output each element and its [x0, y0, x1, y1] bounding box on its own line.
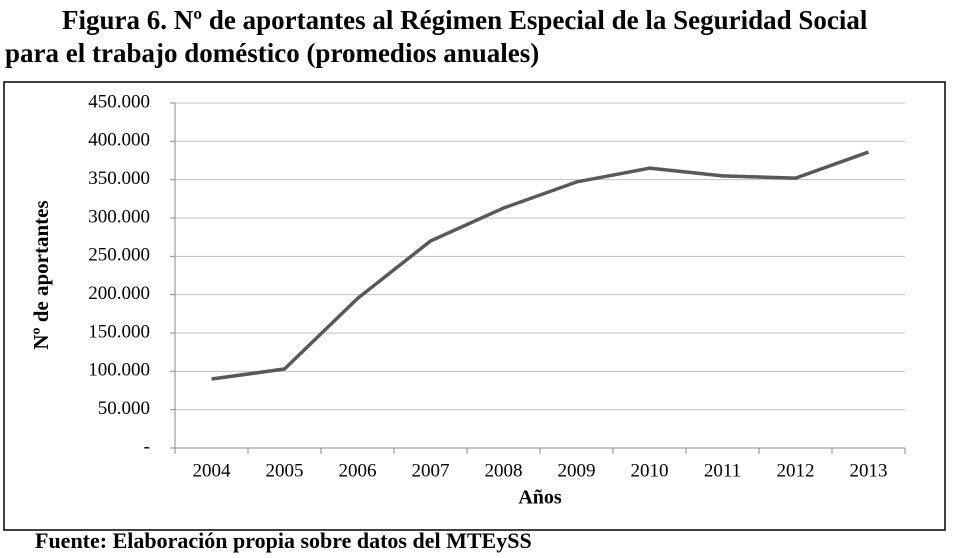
y-axis-label: Nº de aportantes — [29, 200, 53, 349]
y-tick-label: 50.000 — [98, 398, 150, 419]
y-tick-label: 100.000 — [88, 360, 150, 381]
chart-frame — [3, 81, 946, 531]
x-tick-label: 2006 — [339, 460, 377, 481]
chart-title: para el trabajo doméstico (promedios anu… — [5, 38, 539, 68]
y-tick-label: 150.000 — [88, 321, 150, 342]
x-tick-label: 2008 — [485, 460, 523, 481]
y-tick-label: 350.000 — [88, 168, 150, 189]
y-tick-label: 400.000 — [88, 130, 150, 151]
x-tick-label: 2009 — [558, 460, 596, 481]
source-note: Fuente: Elaboración propia sobre datos d… — [35, 528, 532, 553]
y-tick-label: 250.000 — [88, 245, 150, 266]
x-tick-label: 2012 — [777, 460, 815, 481]
x-tick-label: 2005 — [266, 460, 304, 481]
data-line — [211, 150, 870, 381]
x-axis-label: Años — [518, 487, 562, 509]
x-tick-label: 2007 — [412, 460, 450, 481]
x-tick-label: 2011 — [704, 460, 741, 481]
chart-title: Figura 6. Nº de aportantes al Régimen Es… — [62, 5, 868, 35]
x-tick-label: 2013 — [850, 460, 888, 481]
y-tick-label: 300.000 — [88, 206, 150, 227]
y-tick-label: 450.000 — [88, 91, 150, 112]
y-tick-label: - — [144, 436, 150, 457]
x-tick-label: 2004 — [193, 460, 232, 481]
x-tick-label: 2010 — [631, 460, 669, 481]
y-tick-label: 200.000 — [88, 283, 150, 304]
